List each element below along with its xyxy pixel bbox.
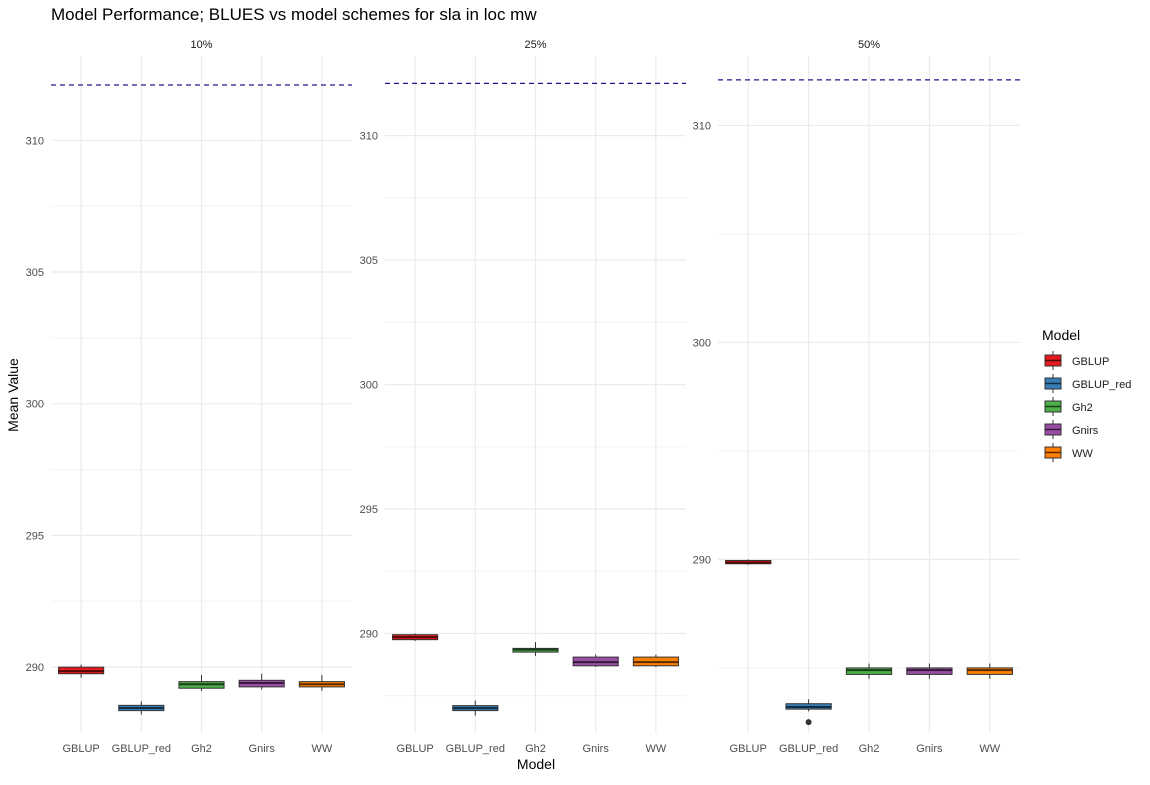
x-tick-label: Gnirs [583,743,610,755]
x-tick-label: Gh2 [191,743,212,755]
facet-strip-label: 10% [190,39,212,51]
x-tick-label: GBLUP [396,743,433,755]
box-GBLUP [58,664,105,678]
x-tick-label: Gh2 [859,743,880,755]
box-Gh2 [178,675,225,691]
legend-label: GBLUP_red [1072,379,1131,391]
legend-label: Gh2 [1072,402,1093,414]
outlier-point [805,719,812,726]
box-body [906,667,953,675]
box-WW [632,654,679,668]
facet-strip-label: 25% [524,39,546,51]
box-Gh2 [845,663,893,679]
legend-title: Model [1042,327,1080,343]
x-tick-label: WW [979,743,1000,755]
box-body [966,667,1013,675]
facet-strip-label: 50% [858,39,880,51]
legend-item-GBLUP: GBLUP [1044,351,1109,370]
box-GBLUP [725,559,772,565]
box-Gh2 [512,642,559,656]
legend-label: WW [1072,448,1093,460]
y-tick-label: 290 [26,662,44,674]
facet-panel-50pct: 290 300 310 50% GBLUP GBLUP_red Gh2 Gnirs WW [693,39,1020,755]
y-tick-label: 305 [26,267,44,279]
x-tick-label: GBLUP [62,743,99,755]
box-Gnirs [906,663,953,679]
y-tick-label: 300 [360,380,378,392]
legend-label: Gnirs [1072,425,1099,437]
x-tick-label: WW [646,743,667,755]
x-tick-label: GBLUP [730,743,767,755]
x-tick-label: GBLUP_red [112,743,171,755]
box-GBLUP_red [785,699,832,726]
legend: Model GBLUP GBLUP_red Gh2 Gnirs WW [1042,327,1131,462]
facet-panel-25pct: 290 295 300 305 310 25% GBLUP GBLUP_red Gh2 Gnirs… [360,39,686,755]
legend-item-Gh2: Gh2 [1044,397,1093,416]
chart-title: Model Performance; BLUES vs model scheme… [51,5,537,24]
legend-item-GBLUP_red: GBLUP_red [1044,374,1131,393]
x-tick-label: Gnirs [916,743,943,755]
box-GBLUP_red [452,700,499,716]
box-body [845,667,893,675]
box-Gnirs [238,673,285,690]
box-WW [298,675,345,691]
facet-panel-10pct: 290 295 300 305 310 10% GBLUP GBLUP_red Gh2 Gnirs… [26,39,352,755]
legend-label: GBLUP [1072,356,1109,368]
x-tick-label: Gnirs [249,743,276,755]
x-tick-label: GBLUP_red [446,743,505,755]
y-tick-label: 300 [693,337,711,349]
x-axis-label: Model [517,756,555,772]
y-tick-label: 310 [360,131,378,143]
legend-item-Gnirs: Gnirs [1044,420,1099,439]
y-tick-label: 310 [693,120,711,132]
legend-item-WW: WW [1044,443,1093,462]
box-Gnirs [572,654,619,668]
y-tick-label: 290 [693,554,711,566]
y-tick-label: 290 [360,628,378,640]
x-tick-label: WW [312,743,333,755]
facet-panels: 290 295 300 305 310 10% GBLUP GBLUP_red Gh2 Gnirs… [26,39,1020,755]
box-GBLUP [392,633,439,641]
box-GBLUP_red [118,701,165,715]
y-tick-label: 305 [360,255,378,267]
box-WW [966,663,1013,679]
y-tick-label: 310 [26,135,44,147]
x-tick-label: GBLUP_red [779,743,838,755]
x-tick-label: Gh2 [525,743,546,755]
y-tick-label: 295 [360,504,378,516]
y-tick-label: 295 [26,530,44,542]
y-axis-label: Mean Value [5,358,21,432]
y-tick-label: 300 [26,399,44,411]
